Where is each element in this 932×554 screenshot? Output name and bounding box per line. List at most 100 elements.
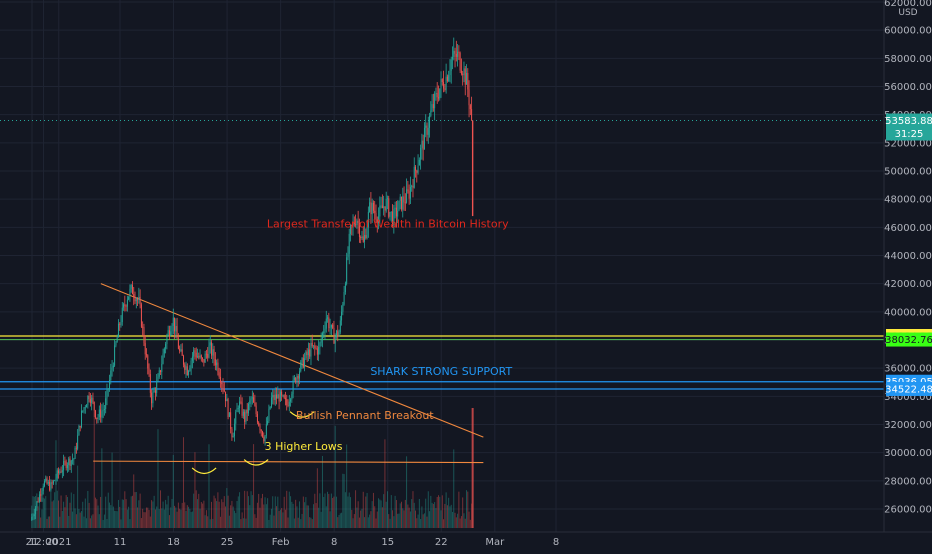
volume-bar bbox=[450, 504, 452, 528]
volume-bar bbox=[38, 496, 40, 528]
candle-body bbox=[452, 56, 453, 60]
candle-body bbox=[458, 51, 460, 54]
volume-bar bbox=[193, 493, 195, 528]
volume-bar bbox=[267, 498, 269, 528]
volume-bar bbox=[44, 498, 45, 528]
candle-body bbox=[287, 405, 289, 406]
candle-body bbox=[397, 210, 399, 217]
volume-bar bbox=[87, 490, 89, 528]
candle-body bbox=[147, 355, 149, 369]
candle-body bbox=[300, 361, 302, 372]
candle-body bbox=[302, 357, 304, 368]
candle-body bbox=[65, 461, 67, 469]
volume-bar bbox=[208, 444, 210, 528]
volume-bar bbox=[231, 500, 233, 528]
candle-body bbox=[283, 395, 285, 399]
volume-bar bbox=[290, 496, 292, 528]
candle-body bbox=[225, 391, 227, 402]
pennant-lower[interactable] bbox=[93, 460, 484, 464]
volume-bar bbox=[226, 488, 228, 528]
volume-bar bbox=[157, 429, 159, 528]
volume-bar bbox=[123, 499, 125, 528]
candle-body bbox=[360, 236, 362, 239]
horizontal-levels[interactable] bbox=[0, 120, 884, 390]
candle-body bbox=[440, 79, 442, 89]
countdown-badge-bg bbox=[886, 126, 932, 141]
candle-body bbox=[219, 376, 221, 383]
candle-body bbox=[216, 362, 218, 366]
candle-body bbox=[84, 407, 86, 409]
volume-bar bbox=[448, 497, 450, 528]
volume-bar bbox=[395, 500, 397, 528]
candle-body bbox=[221, 382, 223, 385]
candle-body bbox=[130, 285, 132, 289]
volume-bar bbox=[393, 516, 395, 528]
candle-body bbox=[72, 459, 74, 461]
candle-body bbox=[444, 88, 446, 90]
volume-bar bbox=[334, 425, 336, 528]
volume-bar bbox=[309, 517, 311, 528]
candle-body bbox=[95, 410, 96, 418]
pennant-upper[interactable] bbox=[100, 283, 484, 438]
candle-body bbox=[253, 397, 255, 403]
candle-body bbox=[335, 330, 337, 336]
candle-body bbox=[250, 398, 252, 401]
candle-body bbox=[36, 501, 38, 508]
candle-body bbox=[232, 436, 234, 438]
candle-body bbox=[403, 196, 405, 203]
volume-bar bbox=[109, 502, 110, 528]
volume-bar bbox=[168, 515, 170, 528]
candle-body bbox=[399, 196, 401, 201]
candle-body bbox=[307, 349, 309, 356]
volume-bar bbox=[200, 502, 202, 528]
candle-body bbox=[56, 470, 58, 479]
volume-bar bbox=[457, 513, 459, 528]
volume-bar bbox=[137, 507, 139, 528]
volume-bar bbox=[202, 503, 204, 528]
candle-body bbox=[231, 428, 233, 438]
candle-body bbox=[385, 198, 387, 211]
volume-bar bbox=[74, 508, 76, 528]
candle-body bbox=[276, 394, 278, 399]
volume-bar bbox=[325, 506, 327, 528]
candle-body bbox=[469, 105, 471, 110]
candle-body bbox=[404, 202, 406, 204]
volume-bar bbox=[143, 512, 145, 528]
volume-bar bbox=[64, 507, 66, 528]
candle-body bbox=[140, 304, 142, 327]
volume-bar bbox=[311, 519, 313, 528]
candle-body bbox=[429, 115, 431, 128]
candle-body bbox=[392, 211, 394, 226]
candle-body bbox=[464, 68, 466, 85]
candle-body bbox=[425, 125, 427, 128]
volume-bar bbox=[302, 496, 304, 528]
candle-body bbox=[310, 342, 312, 357]
volume-bar bbox=[77, 465, 79, 528]
volume-bar bbox=[102, 519, 104, 528]
volume-bar bbox=[249, 505, 251, 528]
candle-body bbox=[422, 140, 424, 150]
candle-body bbox=[142, 326, 144, 328]
candle-body bbox=[408, 191, 410, 199]
candle-body bbox=[318, 346, 320, 355]
candle-body bbox=[297, 375, 299, 379]
x-tick-label: 8 bbox=[331, 537, 337, 548]
candle-body bbox=[435, 92, 437, 94]
volume-bar bbox=[259, 507, 261, 528]
volume-bar bbox=[356, 507, 358, 528]
volume-bar bbox=[227, 495, 229, 528]
volume-bar bbox=[409, 511, 411, 528]
candle-body bbox=[144, 343, 146, 355]
volume-bar bbox=[91, 515, 93, 528]
candle-body bbox=[96, 417, 98, 420]
candle-body bbox=[80, 410, 82, 428]
volume-bar bbox=[281, 508, 283, 528]
trend-lines[interactable] bbox=[93, 283, 484, 464]
volume-bar bbox=[212, 518, 214, 528]
volume-bar bbox=[417, 514, 419, 528]
x-tick-label: 11 bbox=[114, 537, 127, 548]
volume-bar bbox=[353, 514, 355, 528]
